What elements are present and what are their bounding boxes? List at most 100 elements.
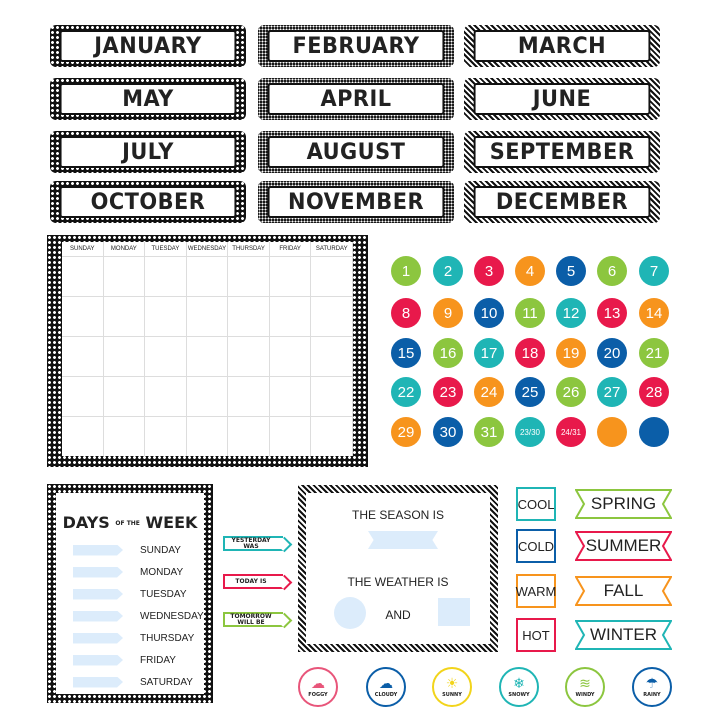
season-label: SPRING <box>590 494 657 513</box>
date-number-circle: 6 <box>597 256 627 286</box>
day-arrow-slot <box>73 544 123 556</box>
rain-cloud-icon: ☂ <box>645 676 659 692</box>
calendar-cell <box>311 376 353 416</box>
month-card: SEPTEMBER <box>464 131 660 173</box>
day-label: WEDNESDAY <box>140 610 204 622</box>
date-number-circle: 21 <box>639 338 669 368</box>
weather-square-slot <box>438 598 470 626</box>
date-number-circle <box>639 417 669 447</box>
month-card: AUGUST <box>258 131 454 173</box>
date-number-circle: 7 <box>639 256 669 286</box>
date-number-circle: 1 <box>391 256 421 286</box>
month-label: APRIL <box>267 83 445 115</box>
month-label: JANUARY <box>59 30 237 62</box>
snowflake-icon: ❄ <box>513 676 525 692</box>
month-label: AUGUST <box>267 136 445 168</box>
season-label: SUMMER <box>585 536 662 555</box>
weather-label: SNOWY <box>508 692 530 698</box>
temperature-card: COOL <box>516 487 556 521</box>
date-number-circle: 2 <box>433 256 463 286</box>
date-number-circle: 17 <box>474 338 504 368</box>
date-number-circle: 3 <box>474 256 504 286</box>
calendar-header: WEDNESDAY <box>187 242 229 256</box>
date-number-circle: 22 <box>391 377 421 407</box>
season-banner: FALL <box>575 576 672 606</box>
calendar-cell <box>186 376 229 416</box>
date-number-circle: 11 <box>515 298 545 328</box>
month-label: JULY <box>59 136 237 168</box>
day-arrow-slot <box>73 610 123 622</box>
date-number-circle: 19 <box>556 338 586 368</box>
calendar-cell <box>269 336 312 376</box>
date-number-circle: 10 <box>474 298 504 328</box>
calendar-cell <box>186 296 229 336</box>
calendar-cell <box>62 416 104 456</box>
temperature-card: HOT <box>516 618 556 652</box>
date-number-circle: 23/30 <box>515 417 545 447</box>
calendar-header: SUNDAY <box>62 242 104 256</box>
calendar-cell <box>186 416 229 456</box>
date-number-circle: 24/31 <box>556 417 586 447</box>
calendar-cell <box>228 256 270 296</box>
calendar-cell <box>269 256 312 296</box>
month-card: JUNE <box>464 78 660 120</box>
day-arrow-card: TODAY IS <box>223 574 283 589</box>
date-number-circle: 20 <box>597 338 627 368</box>
day-arrow-slot <box>73 566 123 578</box>
season-label: WINTER <box>589 625 658 644</box>
month-label: DECEMBER <box>473 186 651 218</box>
calendar-cell <box>62 256 104 296</box>
calendar-cell <box>311 296 353 336</box>
cloud-icon: ☁ <box>379 676 393 692</box>
calendar-cell <box>311 416 353 456</box>
date-number-circle: 12 <box>556 298 586 328</box>
calendar-header: THURSDAY <box>228 242 270 256</box>
day-arrow-card: YESTERDAY WAS <box>223 536 283 551</box>
wind-icon: ≋ <box>579 676 591 692</box>
season-banner: SUMMER <box>575 531 672 561</box>
month-label: MARCH <box>473 30 651 62</box>
calendar-grid: SUNDAY MONDAY TUESDAY WEDNESDAY THURSDAY FRID… <box>47 235 368 467</box>
season-slot <box>368 531 438 549</box>
title-week: WEEK <box>145 513 198 532</box>
weather-badge: ≋ WINDY <box>565 667 605 707</box>
calendar-header: FRIDAY <box>270 242 312 256</box>
date-number-circle: 24 <box>474 377 504 407</box>
weather-label: WINDY <box>575 692 595 698</box>
temperature-card: WARM <box>516 574 556 608</box>
month-card: JANUARY <box>50 25 246 67</box>
month-label: SEPTEMBER <box>473 136 651 168</box>
month-card: DECEMBER <box>464 181 660 223</box>
calendar-cell <box>269 296 312 336</box>
weather-label: FOGGY <box>308 692 328 698</box>
calendar-header: MONDAY <box>104 242 146 256</box>
sun-icon: ☀ <box>445 676 459 692</box>
fog-icon: ☁ <box>311 676 325 692</box>
weather-badge: ☀ SUNNY <box>432 667 472 707</box>
weather-circle-slot <box>334 597 366 629</box>
date-number-circle: 18 <box>515 338 545 368</box>
day-arrow-slot <box>73 632 123 644</box>
date-number-circle: 29 <box>391 417 421 447</box>
calendar-cell <box>228 296 270 336</box>
date-number-circle: 31 <box>474 417 504 447</box>
date-number-circle <box>597 417 627 447</box>
date-number-circle: 13 <box>597 298 627 328</box>
month-label: OCTOBER <box>59 186 237 218</box>
date-number-circle: 16 <box>433 338 463 368</box>
day-row: THURSDAY <box>73 630 194 646</box>
month-label: FEBRUARY <box>267 30 445 62</box>
day-row: SATURDAY <box>73 674 193 690</box>
calendar-cell <box>145 376 187 416</box>
date-number-circle: 8 <box>391 298 421 328</box>
weather-label: SUNNY <box>442 692 462 698</box>
calendar-cell <box>186 336 229 376</box>
season-label: THE SEASON IS <box>351 508 445 522</box>
calendar-header: SATURDAY <box>311 242 353 256</box>
weather-badge: ❄ SNOWY <box>499 667 539 707</box>
date-number-circle: 26 <box>556 377 586 407</box>
date-number-circle: 4 <box>515 256 545 286</box>
day-label: SATURDAY <box>140 676 193 688</box>
day-arrow-slot <box>73 676 123 688</box>
calendar-cell <box>269 376 312 416</box>
